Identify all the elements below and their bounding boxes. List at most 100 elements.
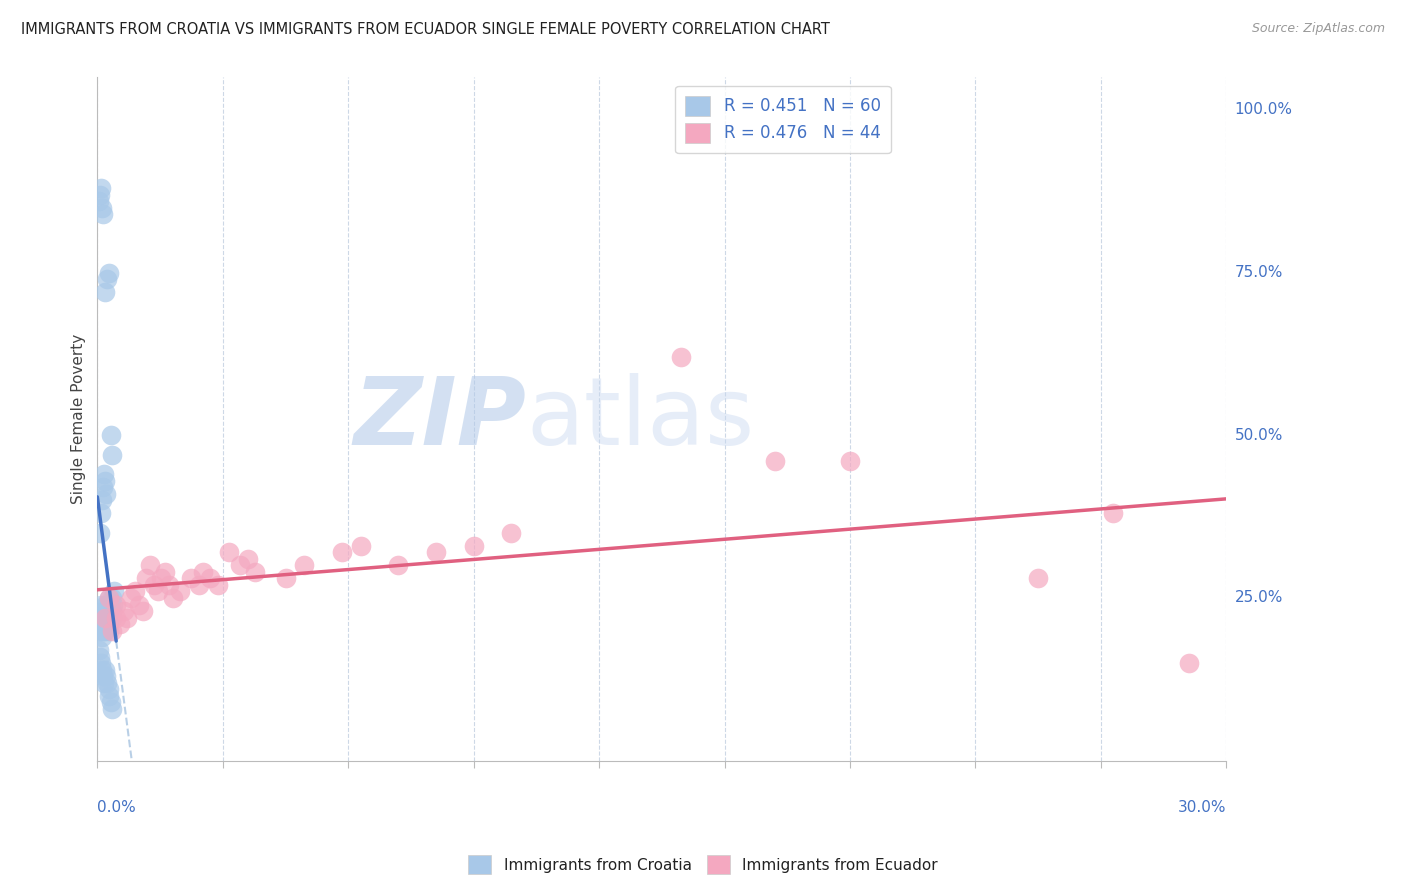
Point [89,187,111,202]
Point [94,474,117,488]
Point [157,578,180,592]
Point [169,584,191,599]
Point [91,207,114,221]
Point [96,272,118,286]
Point [1026,572,1049,586]
Point [89,643,111,657]
Point [100,610,122,624]
Point [425,545,447,559]
Point [90,663,112,677]
Point [128,598,150,612]
Point [96,610,118,624]
Point [105,610,128,624]
Point [98,610,121,624]
Point [91,480,114,494]
Point [89,624,111,638]
Legend: Immigrants from Croatia, Immigrants from Ecuador: Immigrants from Croatia, Immigrants from… [463,849,943,880]
Point [218,545,240,559]
Legend: R = 0.451   N = 60, R = 0.476   N = 44: R = 0.451 N = 60, R = 0.476 N = 44 [675,86,890,153]
Point [100,428,122,442]
Point [91,610,114,624]
Point [89,649,111,664]
Point [101,624,124,638]
Point [142,578,165,592]
Point [501,525,523,540]
Point [139,558,162,573]
Point [120,591,142,605]
Text: 30.0%: 30.0% [1178,799,1226,814]
Text: 25.0%: 25.0% [1234,591,1282,606]
Point [97,266,120,280]
Point [97,624,120,638]
Point [108,617,131,632]
Point [200,572,222,586]
Point [135,572,157,586]
Text: IMMIGRANTS FROM CROATIA VS IMMIGRANTS FROM ECUADOR SINGLE FEMALE POVERTY CORRELA: IMMIGRANTS FROM CROATIA VS IMMIGRANTS FR… [21,22,830,37]
Point [94,617,117,632]
Y-axis label: Single Female Poverty: Single Female Poverty [72,334,86,504]
Point [90,507,112,521]
Point [463,539,485,553]
Point [91,617,114,632]
Point [89,610,111,624]
Point [101,448,124,462]
Text: Source: ZipAtlas.com: Source: ZipAtlas.com [1251,22,1385,36]
Point [97,604,120,618]
Point [94,598,117,612]
Point [763,454,786,468]
Point [387,558,409,573]
Point [98,617,121,632]
Point [90,598,112,612]
Point [93,467,115,482]
Text: 100.0%: 100.0% [1234,103,1292,118]
Point [90,656,112,670]
Point [97,591,120,605]
Point [90,493,112,508]
Point [90,630,112,644]
Point [153,565,176,579]
Text: 75.0%: 75.0% [1234,265,1282,280]
Point [94,487,117,501]
Point [94,285,117,300]
Point [839,454,862,468]
Point [124,584,146,599]
Point [91,669,114,683]
Point [93,624,115,638]
Point [229,558,252,573]
Text: 50.0%: 50.0% [1234,428,1282,442]
Point [101,591,124,605]
Point [93,604,115,618]
Text: 0.0%: 0.0% [97,799,136,814]
Point [89,194,111,208]
Point [94,669,117,683]
Point [180,572,202,586]
Point [96,598,118,612]
Point [94,663,117,677]
Point [146,584,169,599]
Point [162,591,184,605]
Point [93,675,115,690]
Point [96,675,118,690]
Point [131,604,153,618]
Point [207,578,229,592]
Point [94,624,117,638]
Point [100,695,122,709]
Point [101,701,124,715]
Point [150,572,173,586]
Point [94,610,117,624]
Point [94,610,117,624]
Point [97,689,120,703]
Point [1102,507,1125,521]
Point [100,604,122,618]
Point [94,617,117,632]
Point [236,552,259,566]
Point [669,350,692,364]
Point [101,604,124,618]
Point [1177,656,1199,670]
Text: ZIP: ZIP [353,373,526,465]
Point [90,181,112,195]
Point [101,598,124,612]
Point [97,617,120,632]
Point [103,584,125,599]
Point [97,682,120,697]
